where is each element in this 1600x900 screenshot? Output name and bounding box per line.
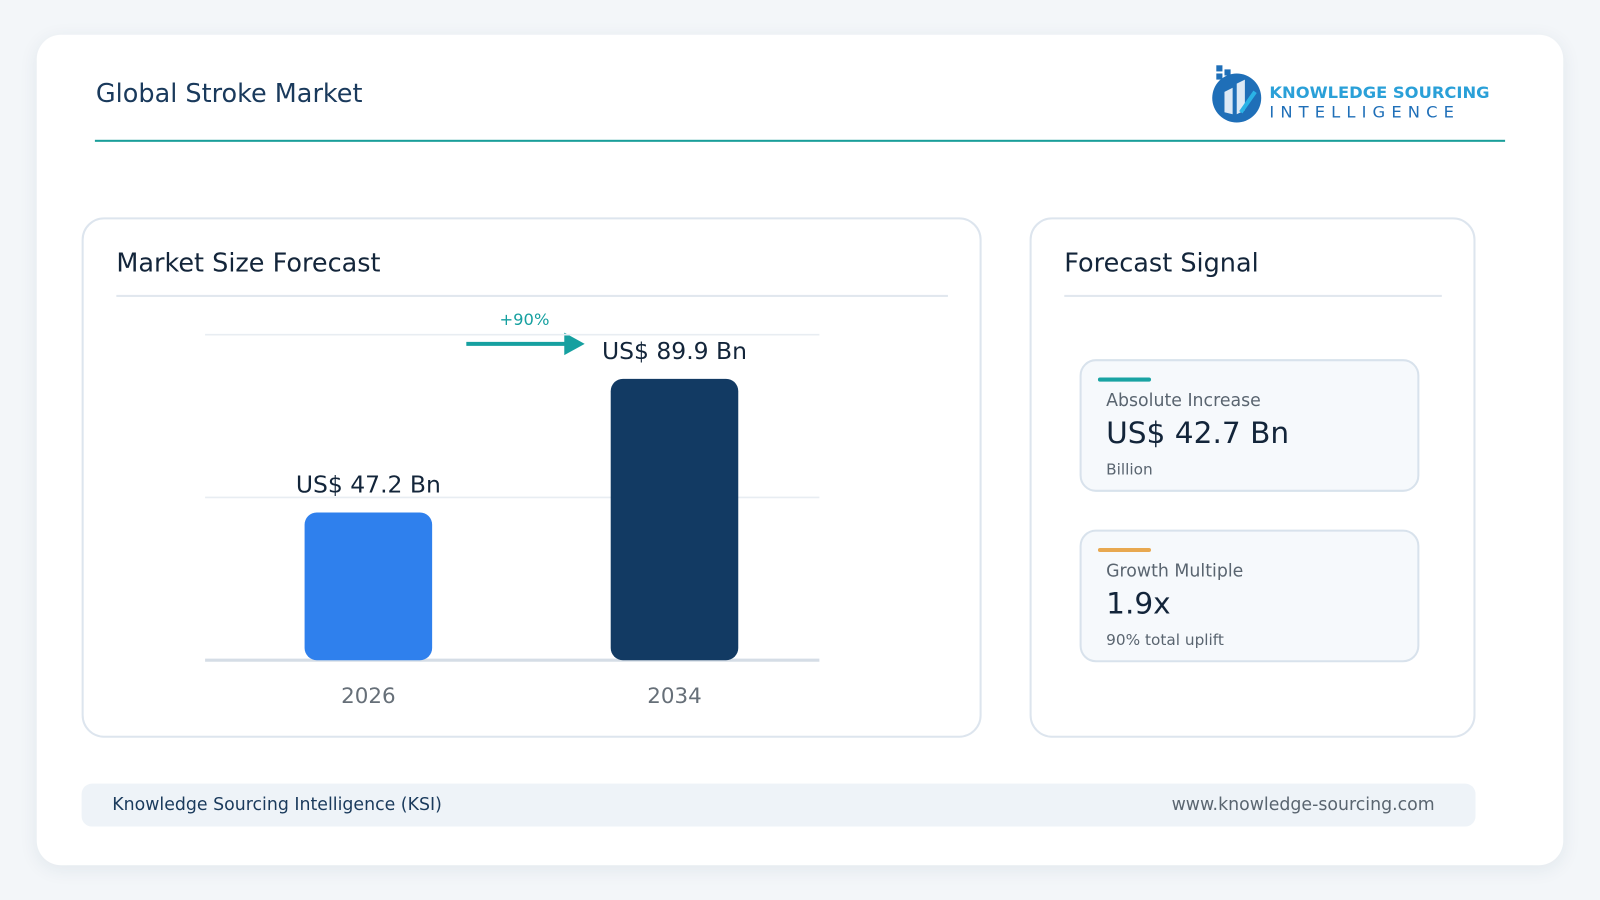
x-tick-label: 2034 [647, 684, 701, 709]
page-title: Global Stroke Market [95, 78, 363, 109]
card-value: US$ 42.7 Bn [1106, 415, 1290, 450]
value-label: US$ 47.2 Bn [296, 470, 441, 498]
footer [81, 783, 1476, 827]
chart-panel [81, 217, 982, 738]
bar [610, 378, 739, 661]
annotation: +90% [500, 310, 550, 329]
card-note: 90% total uplift [1106, 630, 1224, 649]
value-label: US$ 89.9 Bn [602, 337, 747, 365]
card-accent [1097, 547, 1152, 553]
card-label: Growth Multiple [1106, 561, 1244, 582]
x-tick-label: 2026 [341, 684, 395, 709]
card-note: Billion [1106, 460, 1153, 479]
signal-divider [1064, 294, 1442, 297]
footer-left: Knowledge Sourcing Intelligence (KSI) [112, 794, 442, 816]
signal-title: Forecast Signal [1064, 247, 1259, 278]
card-accent [1097, 377, 1152, 382]
bar [304, 512, 433, 661]
footer-right: www.knowledge-sourcing.com [1171, 794, 1435, 816]
chart-divider [116, 294, 948, 297]
chart-title: Market Size Forecast [116, 247, 381, 278]
card-value: 1.9x [1106, 585, 1171, 621]
logo-icon [1212, 65, 1262, 123]
annotation-arrowhead [564, 332, 585, 356]
card-label: Absolute Increase [1106, 390, 1261, 412]
header-rule [94, 139, 1506, 142]
logo-line2: INTELLIGENCE [1269, 102, 1461, 122]
logo-line1: KNOWLEDGE SOURCING [1269, 82, 1490, 103]
